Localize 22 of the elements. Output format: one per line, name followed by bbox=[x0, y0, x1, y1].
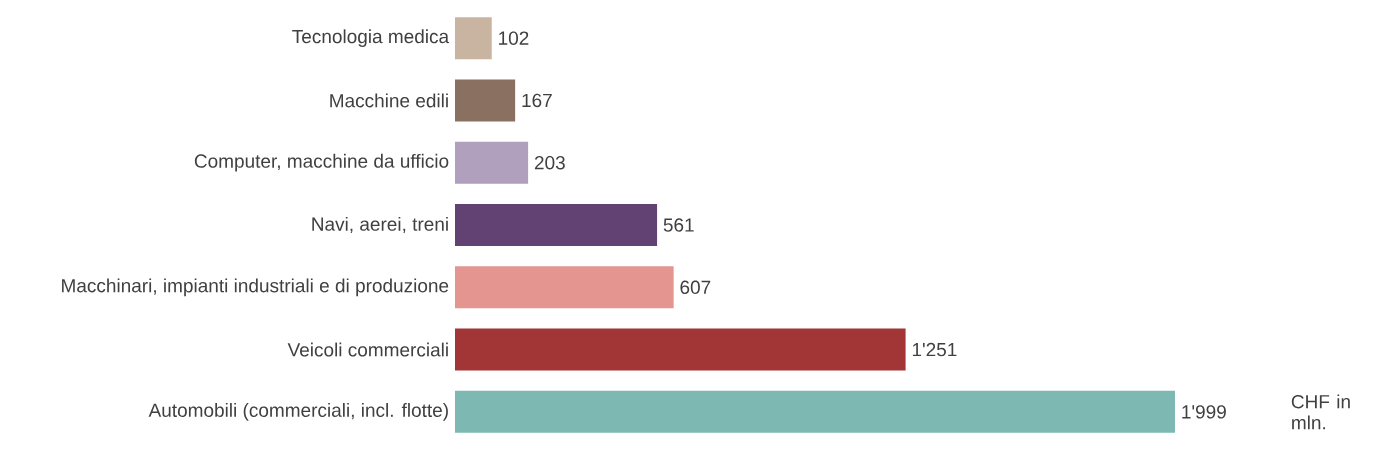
y-tick-label: Veicoli commerciali bbox=[287, 342, 448, 357]
data-label: 1'999 bbox=[1182, 405, 1226, 419]
bar bbox=[455, 17, 492, 60]
bar bbox=[455, 79, 516, 122]
data-label: 561 bbox=[663, 218, 694, 232]
bar bbox=[455, 266, 674, 309]
text: CHF in mln. bbox=[1291, 394, 1350, 430]
data-label: 607 bbox=[680, 280, 711, 295]
y-tick-label: Tecnologia medica bbox=[292, 29, 450, 47]
bar bbox=[455, 204, 658, 247]
bar bbox=[455, 328, 906, 371]
y-tick-label: Computer, macchine da ufficio bbox=[194, 153, 449, 172]
data-label: 102 bbox=[499, 31, 529, 45]
bar bbox=[455, 141, 529, 184]
data-label: 167 bbox=[522, 93, 552, 108]
y-tick-label: Automobili (commerciali, incl. flotte) bbox=[148, 403, 448, 421]
y-tick-label: Macchine edili bbox=[330, 93, 448, 108]
y-tick-label: Navi, aerei, treni bbox=[312, 216, 448, 234]
bar bbox=[455, 390, 1176, 433]
y-tick-label: Macchinari, impianti industriali e di produzione bbox=[62, 278, 449, 297]
data-label: 203 bbox=[534, 156, 565, 170]
data-label: 1'251 bbox=[912, 342, 957, 357]
